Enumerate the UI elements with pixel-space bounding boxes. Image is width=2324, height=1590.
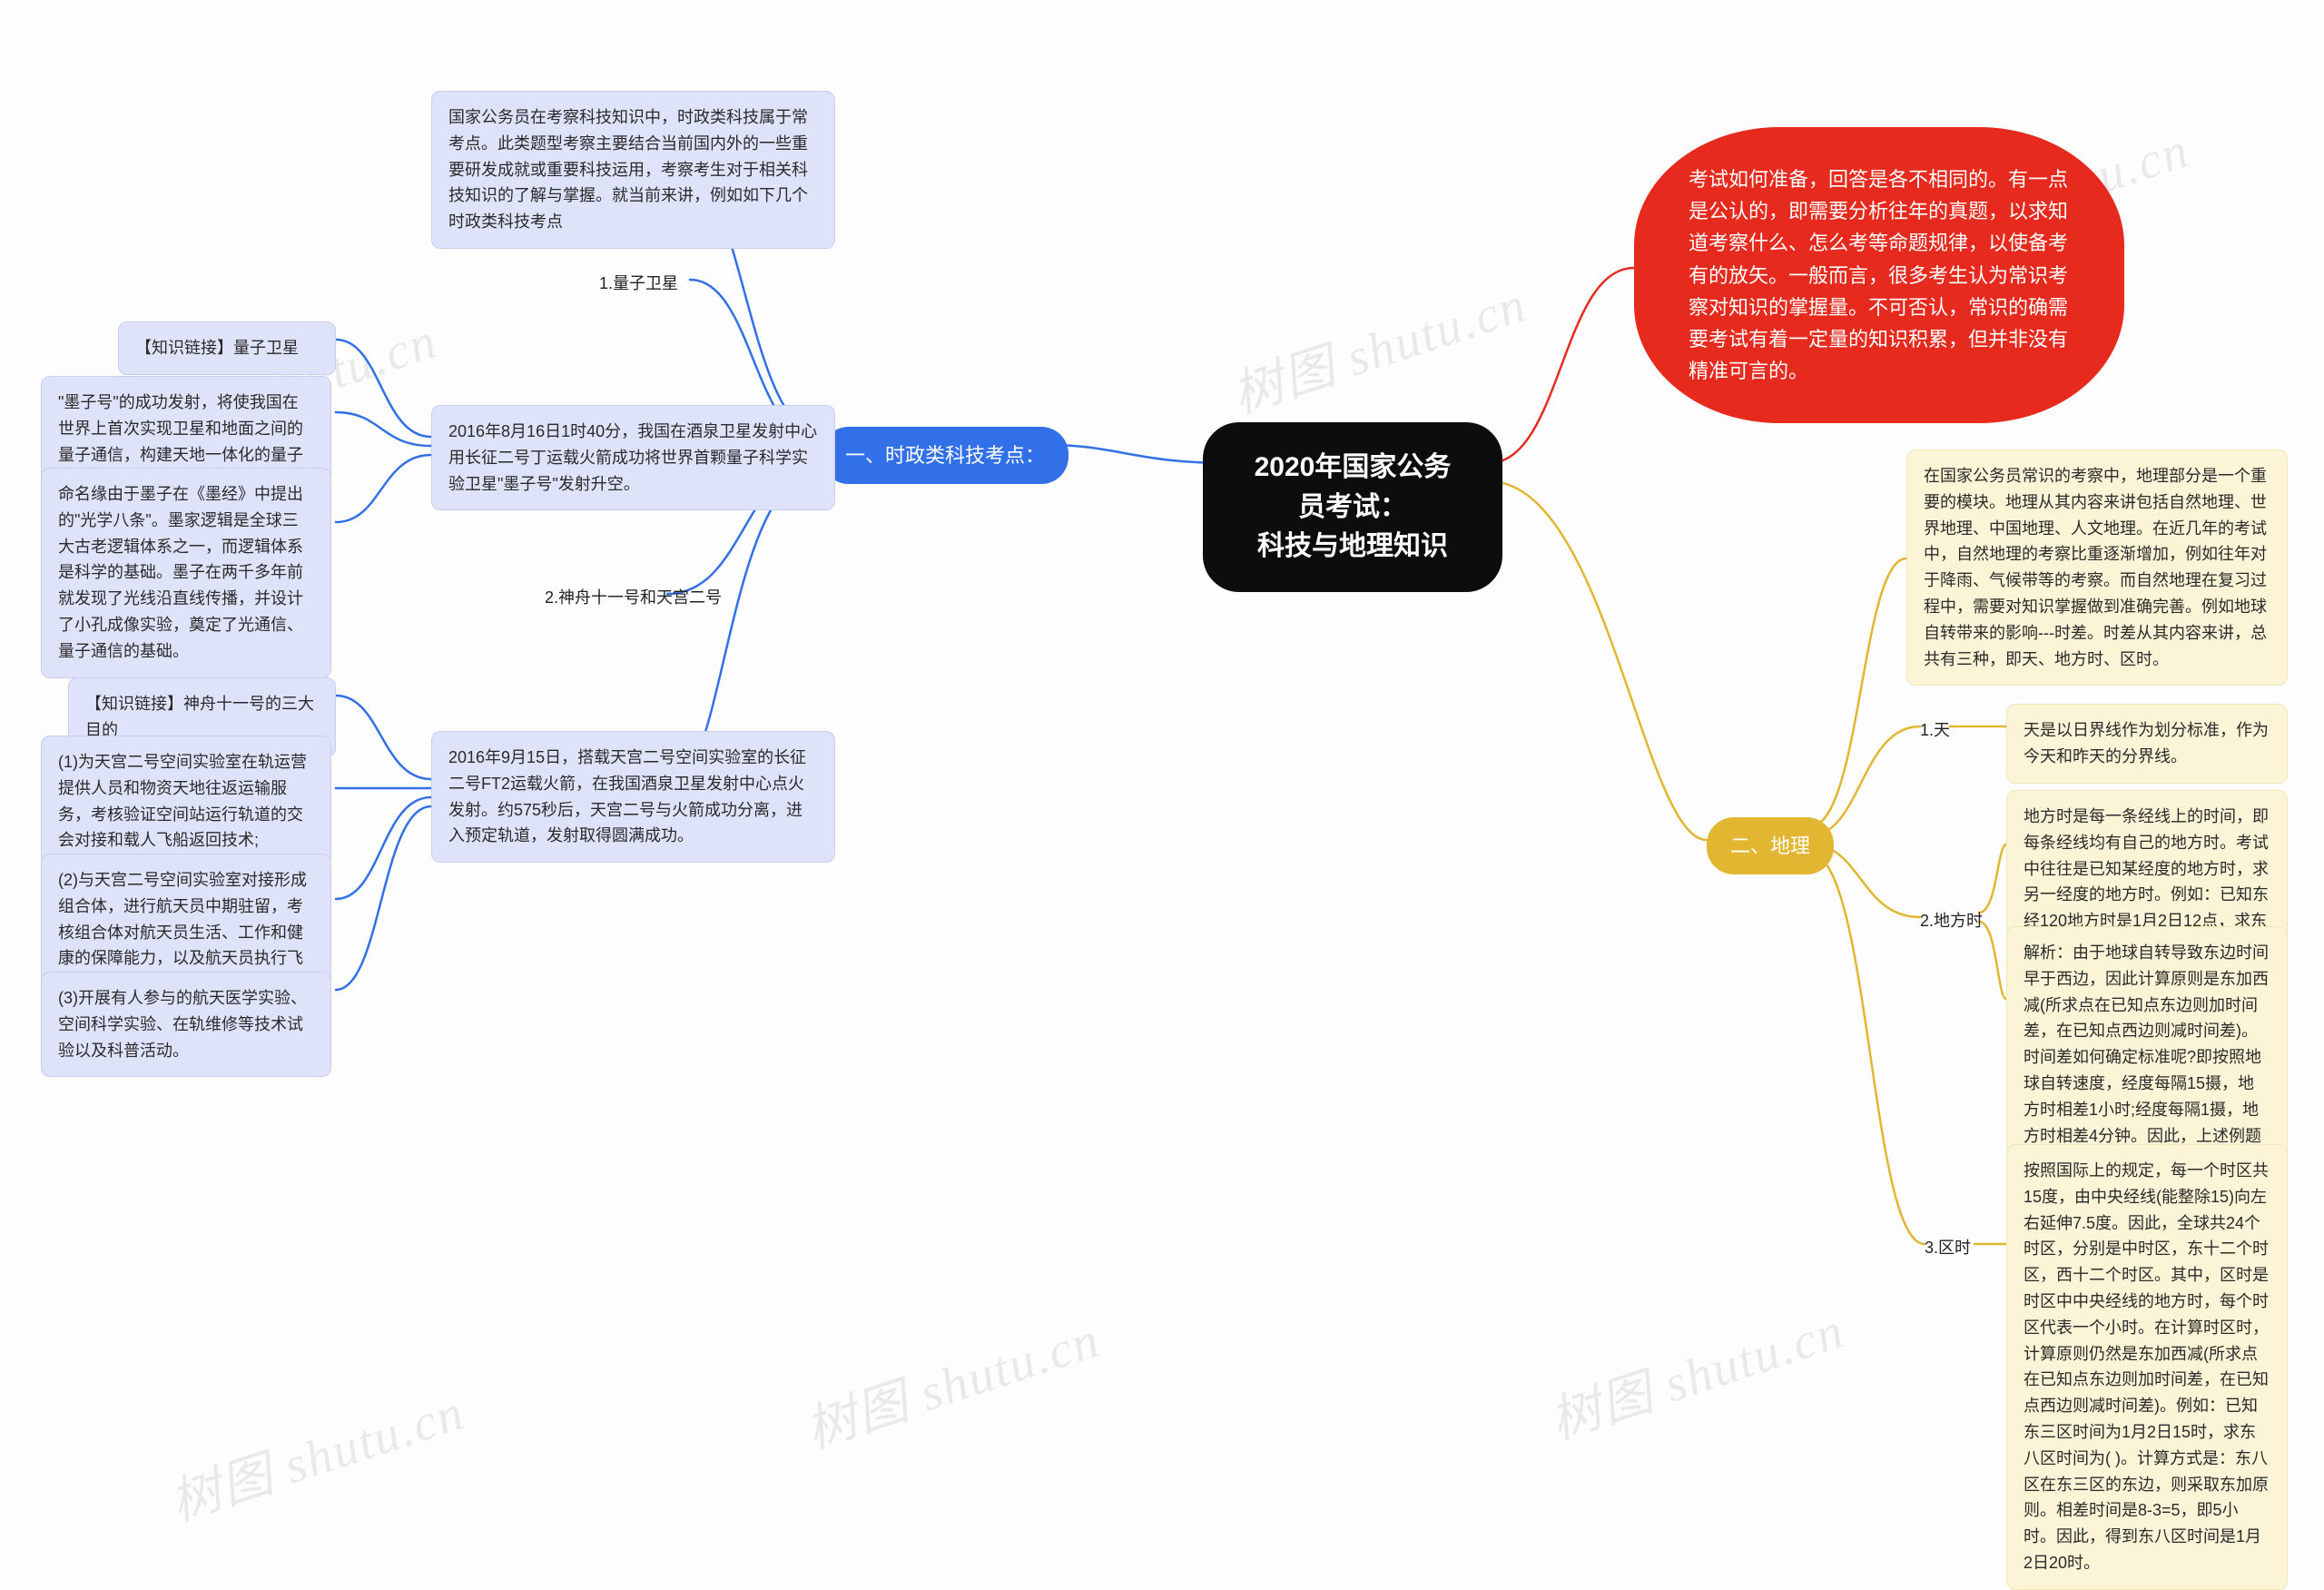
right-intro: 在国家公务员常识的考察中，地理部分是一个重要的模块。地理从其内容来讲包括自然地理…: [1906, 449, 2288, 686]
root-line1: 2020年国家公务员考试：: [1243, 448, 1462, 527]
left-item1-label: 1.量子卫星: [599, 271, 678, 294]
right-item3-label: 3.区时: [1925, 1235, 1971, 1259]
right-item3-text: 按照国际上的规定，每一个时区共15度，由中央经线(能整除15)向左右延伸7.5度…: [2006, 1144, 2288, 1590]
watermark: 树图 shutu.cn: [795, 1299, 1108, 1463]
left-item2-label: 2.神舟十一号和天宫二号: [545, 585, 722, 608]
right-item1-text: 天是以日界线作为划分标准，作为今天和昨天的分界线。: [2006, 704, 2288, 784]
left-item1-detail: 2016年8月16日1时40分，我国在酒泉卫星发射中心用长征二号丁运载火箭成功将…: [431, 405, 835, 510]
left-item2-link-c: (3)开展有人参与的航天医学实验、空间科学实验、在轨维修等技术试验以及科普活动。: [41, 972, 331, 1077]
watermark: 树图 shutu.cn: [1222, 263, 1535, 428]
left-item1-link-b: 命名缘由于墨子在《墨经》中提出的"光学八条"。墨家逻辑是全球三大古老逻辑体系之一…: [41, 468, 331, 678]
left-item2-detail: 2016年9月15日，搭载天宫二号空间实验室的长征二号FT2运载火箭，在我国酒泉…: [431, 731, 835, 863]
watermark: 树图 shutu.cn: [1540, 1289, 1853, 1454]
left-item2-link-a: (1)为天宫二号空间实验室在轨运营提供人员和物资天地往返运输服务，考核验证空间站…: [41, 736, 331, 867]
right-item1-label: 1.天: [1920, 717, 1950, 741]
branch-left: 一、时政类科技考点：: [822, 427, 1068, 484]
root-line2: 科技与地理知识: [1243, 527, 1462, 567]
branch-right: 二、地理: [1707, 817, 1834, 874]
right-item2-label: 2.地方时: [1920, 908, 1983, 932]
left-item1-link-title: 【知识链接】量子卫星: [118, 321, 336, 375]
watermark: 树图 shutu.cn: [160, 1371, 473, 1536]
root-node: 2020年国家公务员考试： 科技与地理知识: [1203, 422, 1502, 592]
red-intro-note: 考试如何准备，回答是各不相同的。有一点是公认的，即需要分析往年的真题，以求知道考…: [1634, 127, 2124, 423]
left-intro: 国家公务员在考察科技知识中，时政类科技属于常考点。此类题型考察主要结合当前国内外…: [431, 91, 835, 249]
